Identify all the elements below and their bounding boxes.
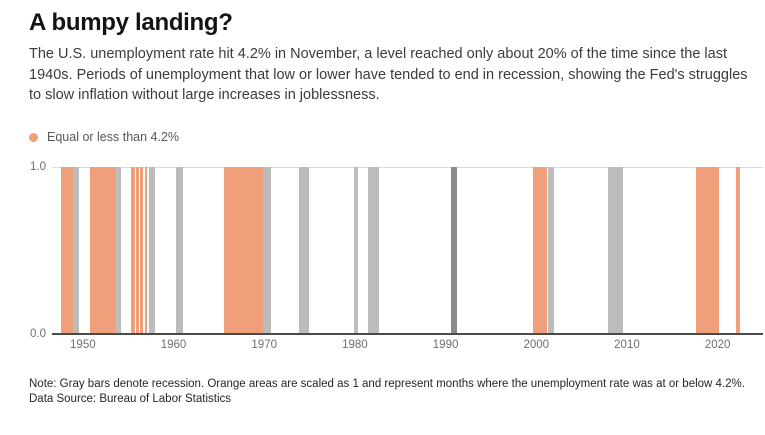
legend: Equal or less than 4.2% xyxy=(29,129,179,145)
low-unemployment-bar xyxy=(695,167,720,334)
recession-bar xyxy=(263,167,271,334)
plot-area xyxy=(52,167,763,335)
x-axis-tick-labels: 1950 1960 1970 1980 1990 2000 2010 2020 xyxy=(52,339,763,353)
recession-bar xyxy=(353,167,358,334)
x-axis-line xyxy=(52,333,763,335)
x-tick-label: 1980 xyxy=(342,339,368,351)
chart-description: The U.S. unemployment rate hit 4.2% in N… xyxy=(29,46,748,103)
top-gridline xyxy=(52,167,763,168)
low-unemployment-bar xyxy=(532,167,548,334)
low-unemployment-bar xyxy=(90,167,115,334)
x-tick-label: 1950 xyxy=(70,339,96,351)
recession-bar xyxy=(148,167,155,334)
recession-bar xyxy=(547,167,555,334)
x-tick-label: 2010 xyxy=(614,339,640,351)
legend-label: Equal or less than 4.2% xyxy=(47,130,180,144)
x-tick-label: 2000 xyxy=(523,339,550,351)
x-tick-label: 1990 xyxy=(432,339,459,351)
x-tick-label: 1970 xyxy=(251,339,277,351)
data-source: Data Source: Bureau of Labor Statistics xyxy=(29,392,231,405)
low-unemployment-bar xyxy=(139,167,143,334)
bars-layer xyxy=(52,167,763,334)
low-unemployment-bar xyxy=(144,167,148,334)
footnote-text: Note: Gray bars denote recession. Orange… xyxy=(29,378,745,390)
y-axis-label-top: 1.0 xyxy=(30,161,46,173)
recession-bar xyxy=(115,167,122,334)
low-unemployment-bar xyxy=(136,167,139,334)
recession-bar xyxy=(607,167,623,334)
x-tick-label: 2020 xyxy=(704,339,731,351)
recession-bar xyxy=(176,167,184,334)
x-tick-label: 1960 xyxy=(160,339,187,351)
low-unemployment-bar xyxy=(735,167,741,334)
recession-bar xyxy=(298,167,310,334)
recession-bar xyxy=(367,167,380,334)
recession-bar xyxy=(450,167,457,334)
low-unemployment-bar xyxy=(130,167,135,334)
low-unemployment-bar xyxy=(61,167,73,334)
recession-bar xyxy=(72,167,80,334)
y-axis-label-bottom: 0.0 xyxy=(30,328,46,340)
legend-circle-dot-icon xyxy=(29,132,38,142)
page-title: A bumpy landing? xyxy=(29,9,233,36)
low-unemployment-bar xyxy=(224,167,264,334)
footnote: Note: Gray bars denote recession. Orange… xyxy=(29,377,765,406)
